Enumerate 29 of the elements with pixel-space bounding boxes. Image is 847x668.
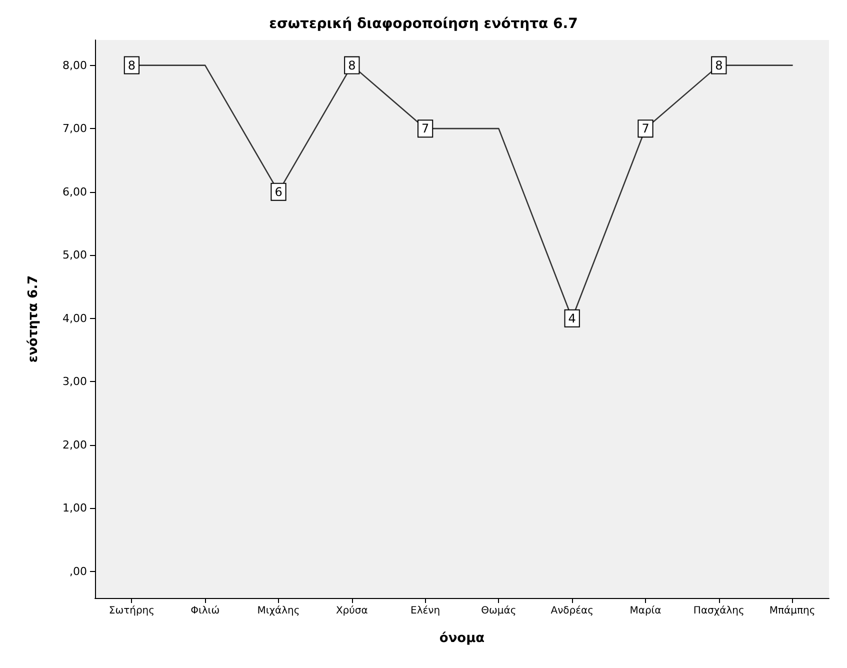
data-label: 8	[715, 58, 723, 72]
data-label: 7	[421, 122, 430, 136]
y-tick-label: 4,00	[62, 312, 87, 325]
y-tick-label: 1,00	[62, 502, 87, 515]
y-tick-label: 2,00	[62, 438, 87, 452]
x-tick-label: Χρύσα	[336, 606, 368, 616]
x-tick-label: Πασχάλης	[693, 606, 744, 616]
x-tick-label: Φιλιώ	[190, 606, 220, 616]
x-tick-label: Μπάμπης	[769, 606, 816, 616]
data-label: 8	[348, 58, 356, 72]
y-tick-label: 5,00	[62, 248, 87, 262]
data-label: 8	[128, 58, 136, 72]
y-tick-label: ,00	[70, 564, 87, 578]
data-label: 6	[274, 184, 282, 199]
y-tick-label: 6,00	[62, 185, 87, 198]
x-tick-label: Θωμάς	[481, 606, 516, 616]
x-tick-label: Μαρία	[630, 606, 662, 616]
x-tick-label: Σωτήρης	[108, 606, 155, 616]
x-tick-label: Ανδρέας	[550, 606, 594, 616]
y-axis-title: ενότητα 6.7	[26, 275, 41, 363]
x-tick-label: Ελένη	[410, 606, 440, 616]
y-tick-label: 8,00	[62, 58, 87, 72]
y-tick-label: 7,00	[62, 122, 87, 136]
data-label: 4	[568, 311, 576, 326]
x-axis-title: όνομα	[439, 631, 485, 646]
data-label: 7	[642, 122, 650, 136]
chart-title: εσωτερική διαφοροποίηση ενότητα 6.7	[269, 16, 578, 32]
y-tick-label: 3,00	[62, 375, 87, 388]
x-tick-label: Μιχάλης	[257, 606, 300, 616]
